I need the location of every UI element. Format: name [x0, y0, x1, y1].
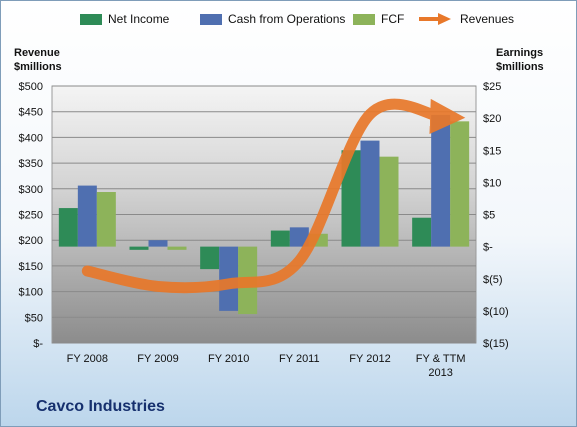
revenues-arrow	[81, 98, 466, 294]
right-tick-label: $-	[483, 242, 493, 254]
x-tick-label: FY 2012	[349, 353, 390, 365]
x-tick-label: FY 2009	[137, 353, 178, 365]
right-axis-title-line-1: Earnings	[496, 47, 544, 59]
bar-net-income	[200, 246, 220, 270]
right-tick-label: $20	[483, 113, 501, 125]
left-tick-label: $450	[19, 107, 43, 119]
legend-label-net-income: Net Income	[108, 12, 170, 26]
bar-fcf	[167, 246, 187, 250]
legend-item-fcf: FCF	[353, 8, 404, 30]
bar-fcf	[450, 121, 470, 247]
x-tick-label: FY & TTM	[416, 353, 466, 365]
left-tick-label: $300	[19, 184, 43, 196]
revenues-arrow-icon	[419, 13, 451, 25]
right-tick-label: $(5)	[483, 274, 503, 286]
bar-cash-from-operations	[77, 185, 97, 247]
left-axis-title-line-2: $millions	[14, 61, 62, 73]
left-tick-label: $150	[19, 261, 43, 273]
right-tick-label: $5	[483, 210, 495, 222]
left-tick-label: $500	[19, 81, 43, 93]
bar-net-income	[412, 217, 432, 247]
right-tick-label: $10	[483, 177, 501, 189]
bar-cash-from-operations	[431, 114, 451, 247]
legend-item-cash-from-operations: Cash from Operations	[200, 8, 345, 30]
right-axis-title-line-2: $millions	[496, 61, 544, 73]
left-axis-title-line-1: Revenue	[14, 47, 60, 59]
x-tick-label: FY 2008	[67, 353, 108, 365]
cash-from-operations-swatch	[200, 13, 222, 25]
left-tick-label: $100	[19, 287, 43, 299]
bar-cash-from-operations	[360, 140, 380, 247]
legend-label-revenues: Revenues	[460, 12, 515, 26]
bar-net-income	[341, 150, 361, 247]
bar-net-income	[129, 246, 149, 250]
bar-net-income	[270, 230, 290, 247]
left-tick-label: $350	[19, 158, 43, 170]
fcf-swatch	[353, 13, 375, 25]
x-tick-label: FY 2010	[208, 353, 249, 365]
left-tick-label: $250	[19, 210, 43, 222]
left-tick-label: $200	[19, 235, 43, 247]
left-tick-label: $50	[25, 312, 43, 324]
right-axis-title: Earnings $millions	[496, 46, 544, 74]
legend-item-net-income: Net Income	[80, 8, 169, 30]
company-name: Cavco Industries	[36, 398, 165, 415]
legend-label-fcf: FCF	[381, 12, 405, 26]
right-tick-label: $25	[483, 81, 501, 93]
legend-item-revenues: Revenues	[418, 8, 514, 30]
legend-label-cash-from-operations: Cash from Operations	[228, 12, 346, 26]
legend: Net Income Cash from Operations FCF Reve…	[0, 8, 577, 30]
right-tick-label: $15	[483, 145, 501, 157]
left-axis-title: Revenue $millions	[14, 46, 62, 74]
net-income-swatch	[80, 13, 102, 25]
right-tick-label: $(10)	[483, 306, 509, 318]
right-tick-label: $(15)	[483, 338, 509, 350]
x-tick-label: 2013	[428, 367, 452, 379]
bar-fcf	[379, 156, 399, 247]
bar-net-income	[58, 208, 78, 247]
left-tick-label: $-	[33, 338, 43, 350]
left-tick-label: $400	[19, 132, 43, 144]
bar-fcf	[96, 192, 116, 247]
bar-cash-from-operations	[289, 227, 309, 247]
x-tick-label: FY 2011	[279, 353, 320, 365]
bar-cash-from-operations	[148, 240, 168, 247]
